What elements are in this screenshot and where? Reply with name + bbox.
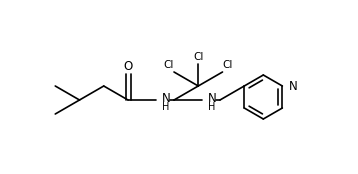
Text: N: N xyxy=(208,93,217,105)
Text: Cl: Cl xyxy=(222,60,233,70)
Text: Cl: Cl xyxy=(193,52,203,62)
Text: O: O xyxy=(124,60,132,73)
Text: N: N xyxy=(289,80,298,93)
Text: N: N xyxy=(162,93,171,105)
Text: H: H xyxy=(162,102,169,112)
Text: H: H xyxy=(208,102,216,112)
Text: Cl: Cl xyxy=(164,60,174,70)
